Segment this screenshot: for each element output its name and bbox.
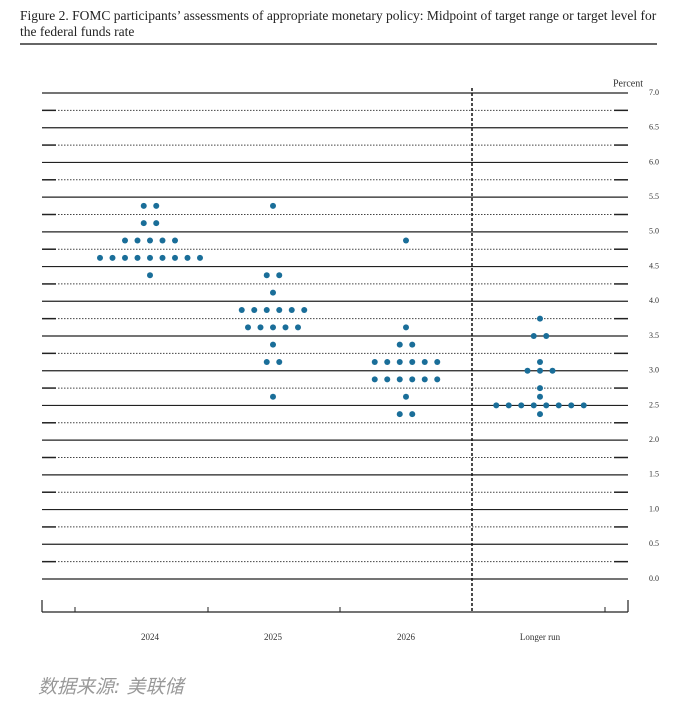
- dot: [524, 367, 531, 374]
- dot: [288, 306, 295, 313]
- dot: [543, 333, 550, 339]
- y-tick-label: 4.5: [649, 261, 659, 270]
- y-axis-label: Percent: [613, 78, 643, 89]
- dot: [295, 324, 301, 331]
- dot: [159, 254, 166, 261]
- dot: [530, 402, 537, 409]
- y-tick-label: 0.5: [649, 539, 659, 548]
- dot: [257, 324, 264, 331]
- dot: [396, 376, 403, 383]
- dot: [434, 359, 441, 366]
- dot: [122, 254, 128, 261]
- dot: [97, 254, 103, 261]
- dot: [403, 237, 409, 244]
- dot: [140, 202, 147, 209]
- y-tick-label: 5.5: [649, 192, 659, 201]
- dot: [403, 393, 409, 400]
- dot: [580, 402, 587, 409]
- dot: [251, 306, 258, 313]
- dot: [384, 359, 391, 366]
- dot: [518, 402, 525, 409]
- y-tick-label: 2.0: [649, 435, 659, 444]
- y-tick-label: 3.5: [649, 331, 659, 340]
- y-tick-label: 0.0: [649, 574, 659, 583]
- dot: [421, 376, 428, 383]
- dot: [184, 254, 191, 261]
- dot: [270, 324, 276, 331]
- dot: [172, 254, 178, 261]
- dot: [505, 402, 512, 409]
- dot: [434, 376, 441, 383]
- chart-title: Figure 2. FOMC participants’ assessments…: [20, 8, 657, 39]
- y-tick-label: 2.5: [649, 400, 659, 409]
- y-tick-label: 1.5: [649, 470, 659, 479]
- dot: [276, 306, 283, 313]
- y-tick-label: 6.5: [649, 123, 659, 132]
- source-note: 数据来源: 美联储: [38, 676, 184, 698]
- dot: [276, 272, 283, 279]
- x-tick-label: 2024: [141, 632, 160, 642]
- dot: [238, 306, 245, 313]
- dot: [270, 289, 276, 296]
- dot: [384, 376, 391, 383]
- dot: [147, 272, 153, 279]
- dot: [396, 359, 403, 366]
- dot: [140, 220, 147, 227]
- dot: [263, 359, 270, 366]
- dot: [396, 341, 403, 348]
- dot: [276, 359, 283, 366]
- dot: [282, 324, 289, 331]
- y-tick-label: 7.0: [649, 88, 659, 97]
- x-tick-label: 2026: [397, 632, 416, 642]
- dot: [493, 402, 500, 409]
- dot: [263, 306, 270, 313]
- dot: [245, 324, 251, 331]
- y-tick-label: 1.0: [649, 504, 659, 513]
- dot: [396, 411, 403, 418]
- dot: [134, 237, 141, 244]
- dot: [147, 254, 153, 261]
- x-tick-label: Longer run: [520, 632, 561, 642]
- dot: [537, 385, 543, 392]
- dot: [153, 202, 160, 209]
- dot: [409, 411, 416, 418]
- dot: [537, 359, 543, 366]
- dot: [134, 254, 141, 261]
- dot: [409, 359, 416, 366]
- dot: [301, 306, 308, 313]
- dot: [270, 393, 276, 400]
- dot: [403, 324, 409, 331]
- dot: [270, 202, 276, 209]
- dot: [555, 402, 562, 409]
- dot: [537, 411, 543, 418]
- dot: [147, 237, 153, 244]
- dot: [109, 254, 116, 261]
- dot: [543, 402, 550, 409]
- dot: [270, 341, 276, 348]
- dot: [122, 237, 128, 244]
- dot: [371, 376, 378, 383]
- dot: [537, 367, 543, 374]
- dot: [537, 315, 543, 322]
- dot: [159, 237, 166, 244]
- dot: [263, 272, 270, 279]
- dot: [371, 359, 378, 366]
- dot: [537, 393, 543, 400]
- y-tick-label: 4.0: [649, 296, 659, 305]
- dot: [568, 402, 575, 409]
- dot: [409, 376, 416, 383]
- dot: [549, 367, 556, 374]
- y-tick-label: 6.0: [649, 157, 659, 166]
- x-tick-label: 2025: [264, 632, 283, 642]
- dot: [530, 333, 537, 339]
- dot: [197, 254, 203, 261]
- dot: [409, 341, 416, 348]
- y-tick-label: 5.0: [649, 227, 659, 236]
- dot: [172, 237, 178, 244]
- dot: [421, 359, 428, 366]
- dot: [153, 220, 160, 227]
- y-tick-label: 3.0: [649, 366, 659, 375]
